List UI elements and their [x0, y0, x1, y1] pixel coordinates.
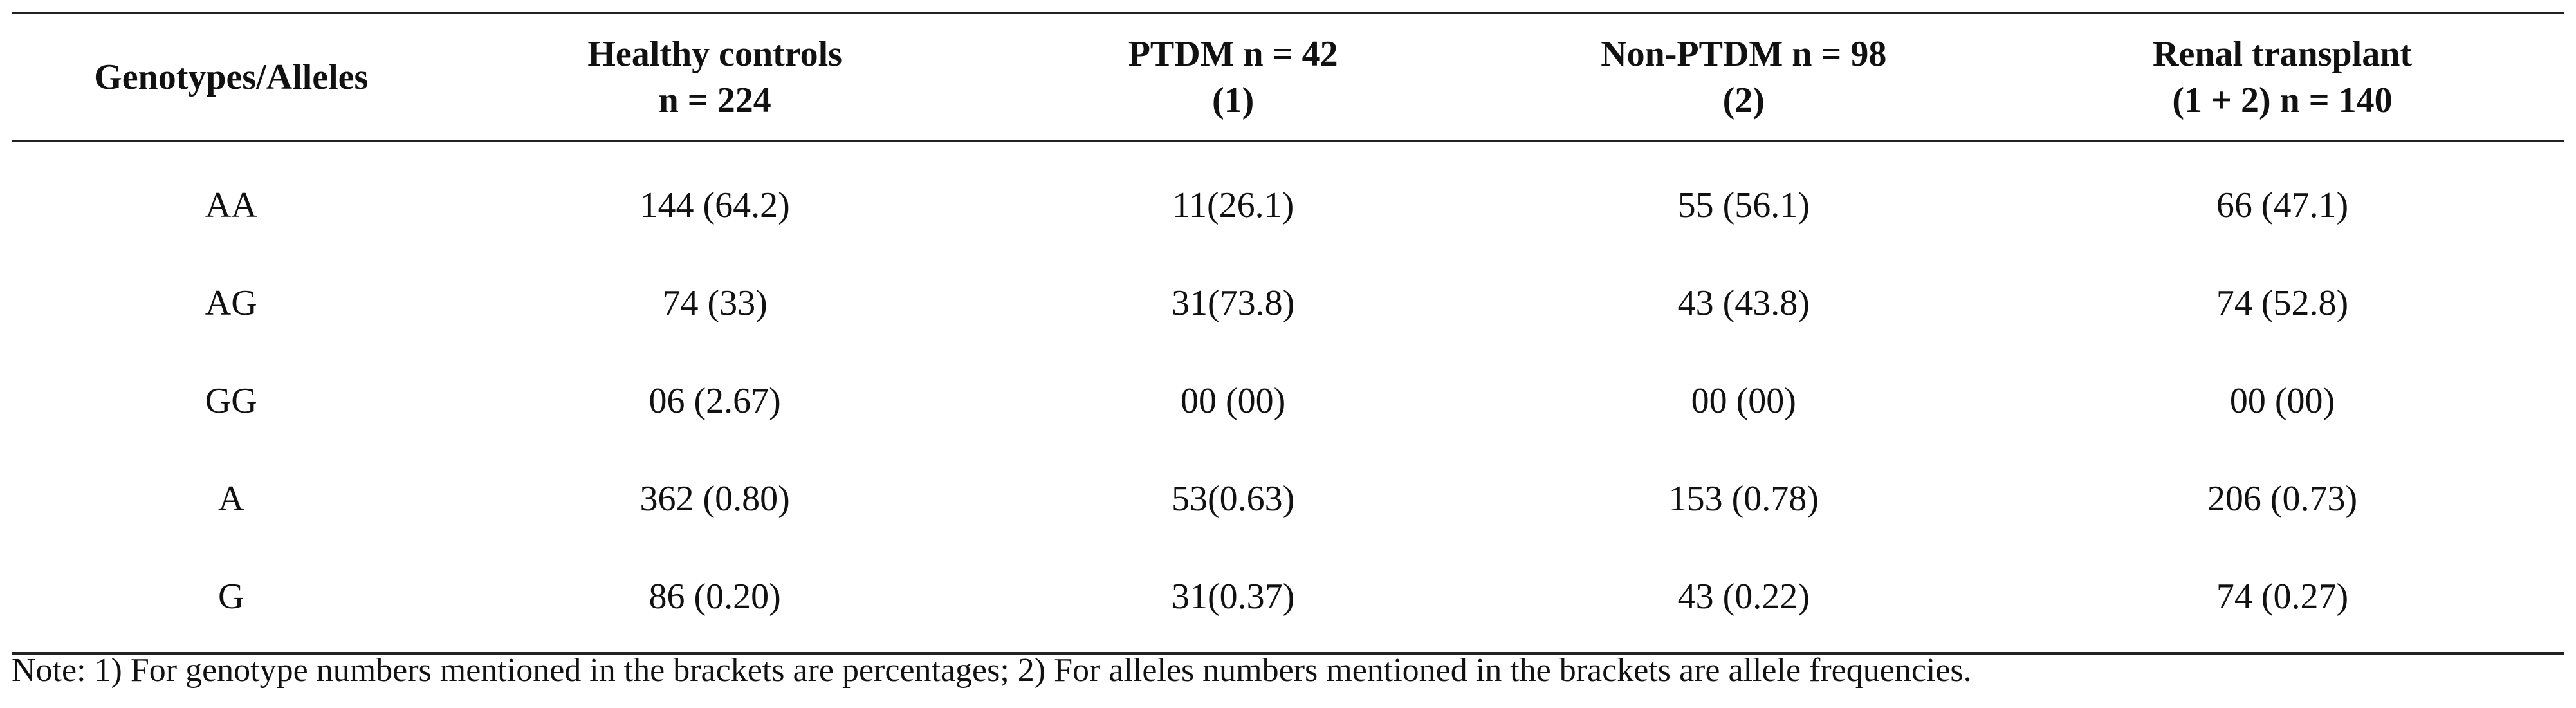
cell-renal-transplant: 206 (0.73)	[2207, 479, 2358, 519]
table-row: AA 144 (64.2) 11(26.1) 55 (56.1) 66 (47.…	[12, 142, 2564, 255]
cell-renal-transplant: 74 (0.27)	[2216, 577, 2349, 617]
cell-healthy-controls: 06 (2.67)	[649, 381, 781, 421]
header-non-ptdm: Non-PTDM n = 98 (2)	[1601, 34, 1887, 120]
table-row: G 86 (0.20) 31(0.37) 43 (0.22) 74 (0.27)	[12, 548, 2564, 653]
table-row: GG 06 (2.67) 00 (00) 00 (00) 00 (00)	[12, 352, 2564, 450]
cell-non-ptdm: 43 (43.8)	[1677, 283, 1810, 323]
cell-healthy-controls: 144 (64.2)	[639, 185, 790, 225]
genotype-table-container: Genotypes/Alleles Healthy controls n = 2…	[12, 12, 2564, 655]
header-row: Genotypes/Alleles Healthy controls n = 2…	[12, 13, 2564, 142]
cell-healthy-controls: 74 (33)	[662, 283, 768, 323]
cell-genotype: AG	[205, 283, 257, 323]
cell-allele: A	[218, 479, 244, 519]
table-footnote: Note: 1) For genotype numbers mentioned …	[12, 652, 1972, 689]
header-renal-transplant: Renal transplant (1 + 2) n = 140	[2153, 34, 2412, 120]
cell-healthy-controls: 362 (0.80)	[639, 479, 790, 519]
cell-genotype: GG	[205, 381, 257, 421]
header-genotypes-alleles: Genotypes/Alleles	[94, 57, 369, 97]
table-header: Genotypes/Alleles Healthy controls n = 2…	[12, 13, 2564, 142]
cell-non-ptdm: 00 (00)	[1691, 381, 1796, 421]
cell-ptdm: 31(0.37)	[1172, 577, 1295, 617]
cell-ptdm: 53(0.63)	[1172, 479, 1295, 519]
cell-renal-transplant: 66 (47.1)	[2216, 185, 2349, 225]
header-healthy-controls: Healthy controls n = 224	[587, 34, 842, 120]
cell-non-ptdm: 153 (0.78)	[1668, 479, 1819, 519]
cell-allele: G	[218, 577, 244, 617]
cell-non-ptdm: 43 (0.22)	[1677, 577, 1810, 617]
cell-renal-transplant: 74 (52.8)	[2216, 283, 2349, 323]
table-row: AG 74 (33) 31(73.8) 43 (43.8) 74 (52.8)	[12, 254, 2564, 352]
cell-non-ptdm: 55 (56.1)	[1677, 185, 1810, 225]
table-row: A 362 (0.80) 53(0.63) 153 (0.78) 206 (0.…	[12, 450, 2564, 548]
cell-renal-transplant: 00 (00)	[2229, 381, 2335, 421]
cell-healthy-controls: 86 (0.20)	[649, 577, 781, 617]
cell-ptdm: 11(26.1)	[1172, 185, 1294, 225]
header-ptdm: PTDM n = 42 (1)	[1128, 34, 1338, 120]
cell-ptdm: 31(73.8)	[1172, 283, 1295, 323]
cell-genotype: AA	[205, 185, 257, 225]
table-body: AA 144 (64.2) 11(26.1) 55 (56.1) 66 (47.…	[12, 142, 2564, 653]
genotype-allele-table: Genotypes/Alleles Healthy controls n = 2…	[12, 12, 2564, 655]
cell-ptdm: 00 (00)	[1181, 381, 1286, 421]
